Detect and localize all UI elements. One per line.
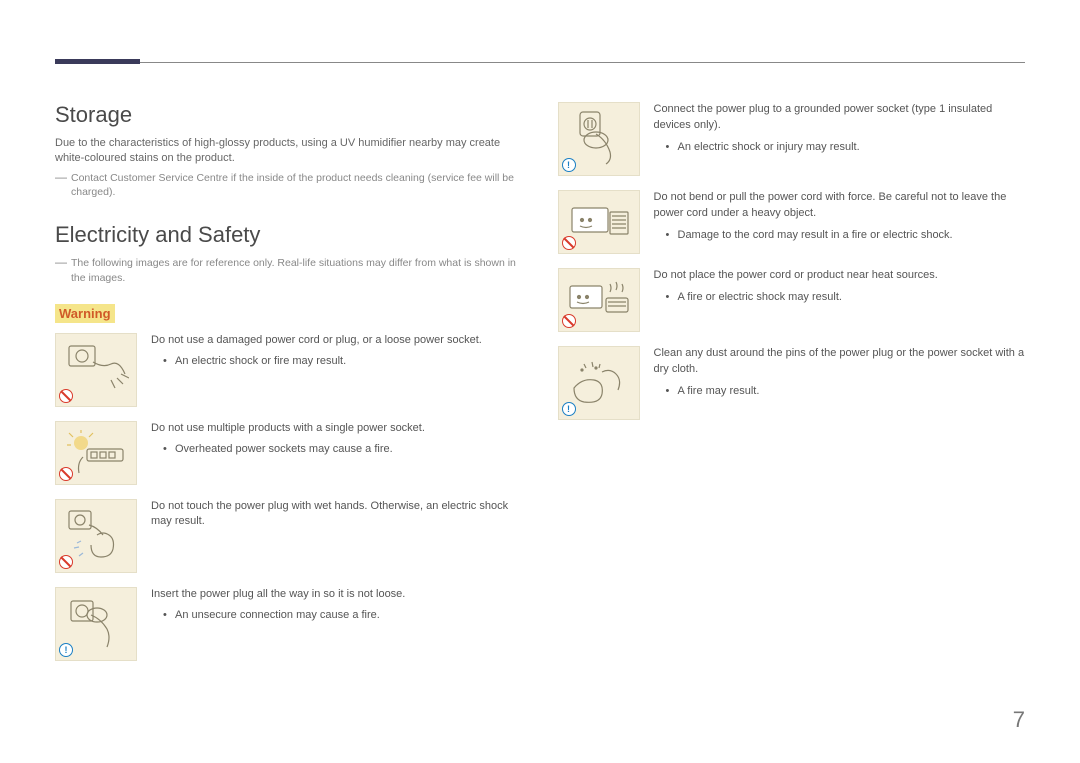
plug-socket-icon	[63, 342, 129, 398]
item-bullet: An electric shock or fire may result.	[151, 354, 523, 370]
storage-heading: Storage	[55, 102, 523, 128]
electricity-heading: Electricity and Safety	[55, 222, 523, 248]
storage-paragraph: Due to the characteristics of high-gloss…	[55, 136, 523, 167]
item-body: Connect the power plug to a grounded pow…	[654, 102, 1026, 159]
prohibit-icon	[562, 314, 576, 328]
item-body: Do not bend or pull the power cord with …	[654, 190, 1026, 247]
electricity-note: The following images are for reference o…	[55, 256, 523, 285]
left-column: Storage Due to the characteristics of hi…	[55, 102, 523, 675]
prohibit-icon	[562, 236, 576, 250]
item-body: Do not touch the power plug with wet han…	[151, 499, 523, 537]
safety-item: Do not use multiple products with a sing…	[55, 421, 523, 485]
power-strip-icon	[63, 429, 129, 477]
safety-item: Do not touch the power plug with wet han…	[55, 499, 523, 573]
item-bullet: An electric shock or injury may result.	[654, 140, 1026, 156]
item-body: Do not use multiple products with a sing…	[151, 421, 523, 462]
prohibit-icon	[59, 555, 73, 569]
page-content: Storage Due to the characteristics of hi…	[55, 60, 1025, 675]
page-number: 7	[1013, 707, 1025, 733]
item-text: Do not use multiple products with a sing…	[151, 421, 523, 437]
safety-item: Do not use a damaged power cord or plug,…	[55, 333, 523, 407]
safety-item: Connect the power plug to a grounded pow…	[558, 102, 1026, 176]
illustration-heat-source	[558, 268, 640, 332]
item-text: Do not place the power cord or product n…	[654, 268, 1026, 284]
illustration-grounded-socket	[558, 102, 640, 176]
item-text: Insert the power plug all the way in so …	[151, 587, 523, 603]
item-bullet: A fire may result.	[654, 384, 1026, 400]
caution-icon	[562, 402, 576, 416]
item-text: Connect the power plug to a grounded pow…	[654, 102, 1026, 134]
wet-hand-plug-icon	[63, 507, 129, 565]
warning-label: Warning	[55, 304, 115, 323]
item-bullet: A fire or electric shock may result.	[654, 290, 1026, 306]
item-bullet: Damage to the cord may result in a fire …	[654, 228, 1026, 244]
caution-icon	[562, 158, 576, 172]
illustration-insert-plug	[55, 587, 137, 661]
header-mark	[55, 59, 140, 64]
right-column: Connect the power plug to a grounded pow…	[558, 102, 1026, 675]
safety-item: Do not place the power cord or product n…	[558, 268, 1026, 332]
item-text: Do not bend or pull the power cord with …	[654, 190, 1026, 222]
header-rule	[55, 62, 1025, 63]
item-body: Do not place the power cord or product n…	[654, 268, 1026, 309]
grounded-plug-icon	[566, 110, 632, 168]
monitor-heavy-object-icon	[566, 198, 632, 246]
safety-item: Clean any dust around the pins of the po…	[558, 346, 1026, 420]
safety-item: Insert the power plug all the way in so …	[55, 587, 523, 661]
safety-item: Do not bend or pull the power cord with …	[558, 190, 1026, 254]
item-bullet: Overheated power sockets may cause a fir…	[151, 442, 523, 458]
insert-plug-icon	[63, 595, 129, 653]
item-text: Do not touch the power plug with wet han…	[151, 499, 523, 531]
prohibit-icon	[59, 389, 73, 403]
item-body: Clean any dust around the pins of the po…	[654, 346, 1026, 403]
storage-note: Contact Customer Service Centre if the i…	[55, 171, 523, 200]
caution-icon	[59, 643, 73, 657]
illustration-wet-hands	[55, 499, 137, 573]
item-text: Clean any dust around the pins of the po…	[654, 346, 1026, 378]
item-bullet: An unsecure connection may cause a fire.	[151, 608, 523, 624]
illustration-multi-socket	[55, 421, 137, 485]
clean-plug-icon	[566, 354, 632, 412]
illustration-damaged-cord	[55, 333, 137, 407]
item-body: Do not use a damaged power cord or plug,…	[151, 333, 523, 374]
prohibit-icon	[59, 467, 73, 481]
item-text: Do not use a damaged power cord or plug,…	[151, 333, 523, 349]
monitor-heater-icon	[566, 276, 632, 324]
item-body: Insert the power plug all the way in so …	[151, 587, 523, 628]
illustration-clean-dust	[558, 346, 640, 420]
illustration-bend-cord	[558, 190, 640, 254]
